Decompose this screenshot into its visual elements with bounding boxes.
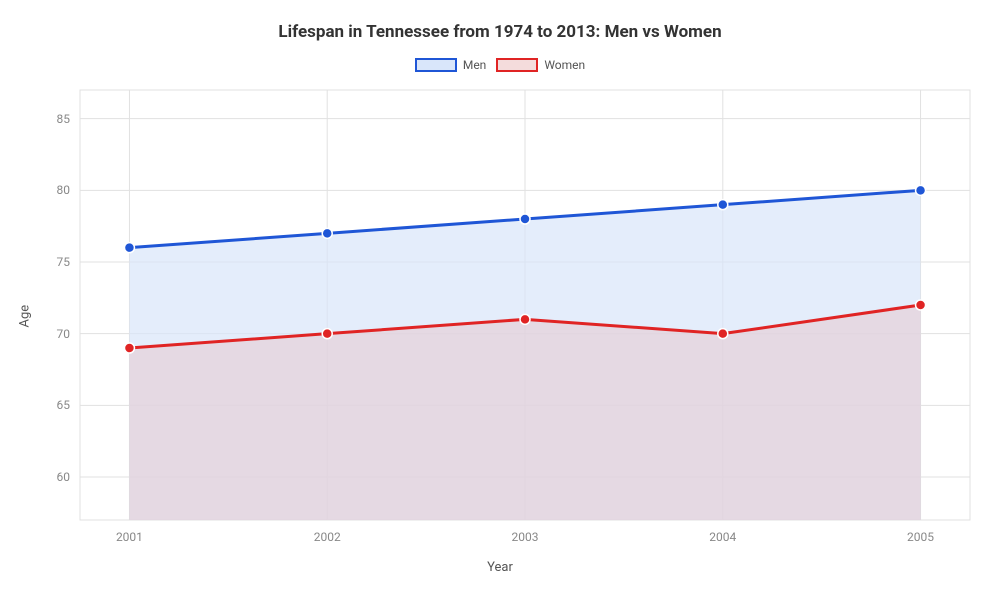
- chart-plot: [0, 0, 1000, 600]
